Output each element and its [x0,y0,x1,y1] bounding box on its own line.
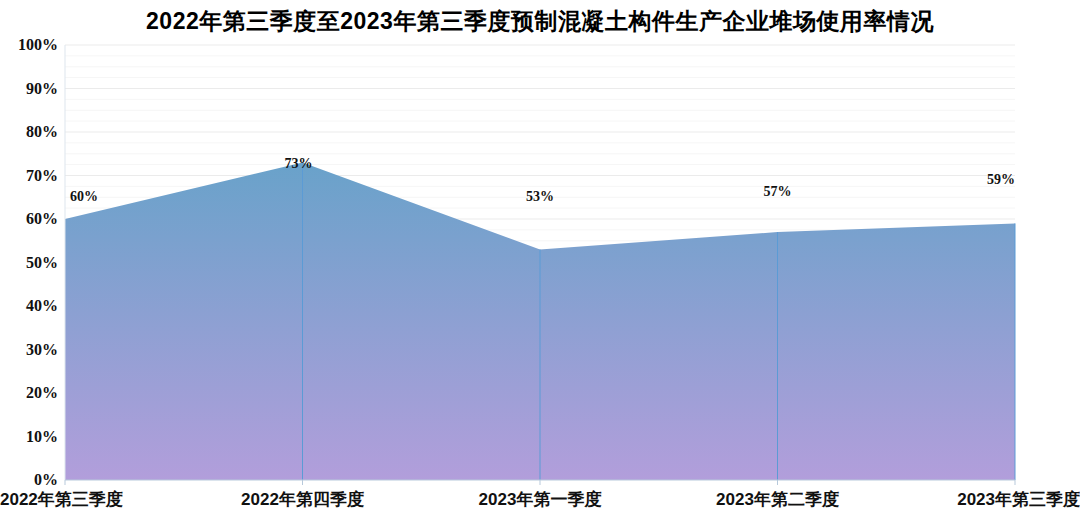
y-axis-tick-label: 30% [0,342,58,358]
y-axis-tick-label: 40% [0,298,58,314]
y-axis-tick-label: 100% [0,37,58,53]
data-point-label: 73% [285,156,313,172]
y-axis-tick-label: 90% [0,81,58,97]
y-axis-tick-label: 80% [0,124,58,140]
y-axis-tick-label: 70% [0,168,58,184]
data-point-label: 57% [764,184,792,200]
x-axis-category-label: 2023年第二季度 [658,488,898,511]
y-axis-tick-label: 60% [0,211,58,227]
data-point-label: 60% [70,189,98,205]
data-point-label: 53% [526,189,554,205]
y-axis-tick-label: 50% [0,255,58,271]
y-axis-tick-label: 10% [0,429,58,445]
yard-usage-area-chart: 2022年第三季度至2023年第三季度预制混凝土构件生产企业堆场使用率情况 0%… [0,0,1080,521]
x-axis-category-label: 2022年第三季度 [0,488,123,511]
plot-area [0,0,1080,521]
x-axis-category-label: 2023年第三季度 [957,488,1080,511]
y-axis-tick-label: 20% [0,385,58,401]
x-axis-category-label: 2022年第四季度 [183,488,423,511]
x-axis-category-label: 2023年第一季度 [420,488,660,511]
data-point-label: 59% [987,172,1015,188]
y-axis-tick-label: 0% [0,472,58,488]
